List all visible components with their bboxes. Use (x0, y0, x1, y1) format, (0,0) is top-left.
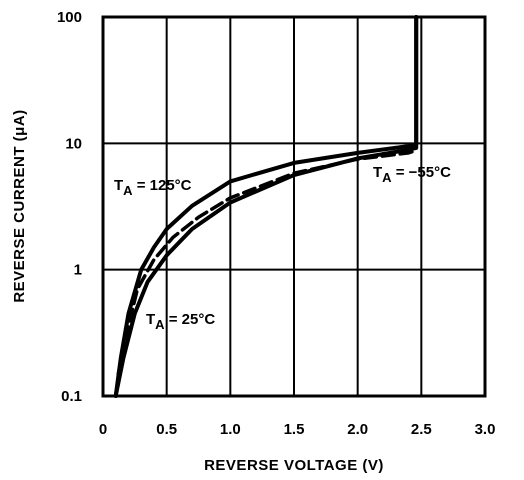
series-minus55c-line (116, 148, 418, 376)
y-tick-label: 0.1 (61, 388, 82, 405)
x-tick-label: 3.0 (475, 421, 496, 438)
grid (103, 17, 485, 396)
x-tick-label: 0 (99, 421, 107, 438)
series-25c-line (113, 15, 419, 398)
annotation-25c: TA = 25°C (146, 311, 215, 332)
tick-labels: 0 0.5 1.0 1.5 2.0 2.5 3.0 0.1 1 10 100 (57, 9, 495, 438)
x-tick-label: 2.5 (411, 421, 432, 438)
x-tick-label: 0.5 (156, 421, 177, 438)
x-axis-title: REVERSE VOLTAGE (V) (204, 457, 384, 474)
annotation-125c: TA = 125°C (114, 177, 192, 198)
plot-frame (101, 15, 487, 398)
x-tick-label: 1.0 (220, 421, 241, 438)
x-tick-label: 1.5 (284, 421, 305, 438)
annotation-minus55c: TA = −55°C (373, 164, 451, 185)
x-tick-label: 2.0 (347, 421, 368, 438)
y-tick-label: 1 (74, 262, 82, 279)
y-axis-title: REVERSE CURRENT (μA) (11, 109, 28, 302)
series-125c-line (113, 15, 419, 398)
curves (113, 15, 419, 398)
y-tick-label: 10 (65, 135, 82, 152)
y-tick-label: 100 (57, 9, 82, 26)
